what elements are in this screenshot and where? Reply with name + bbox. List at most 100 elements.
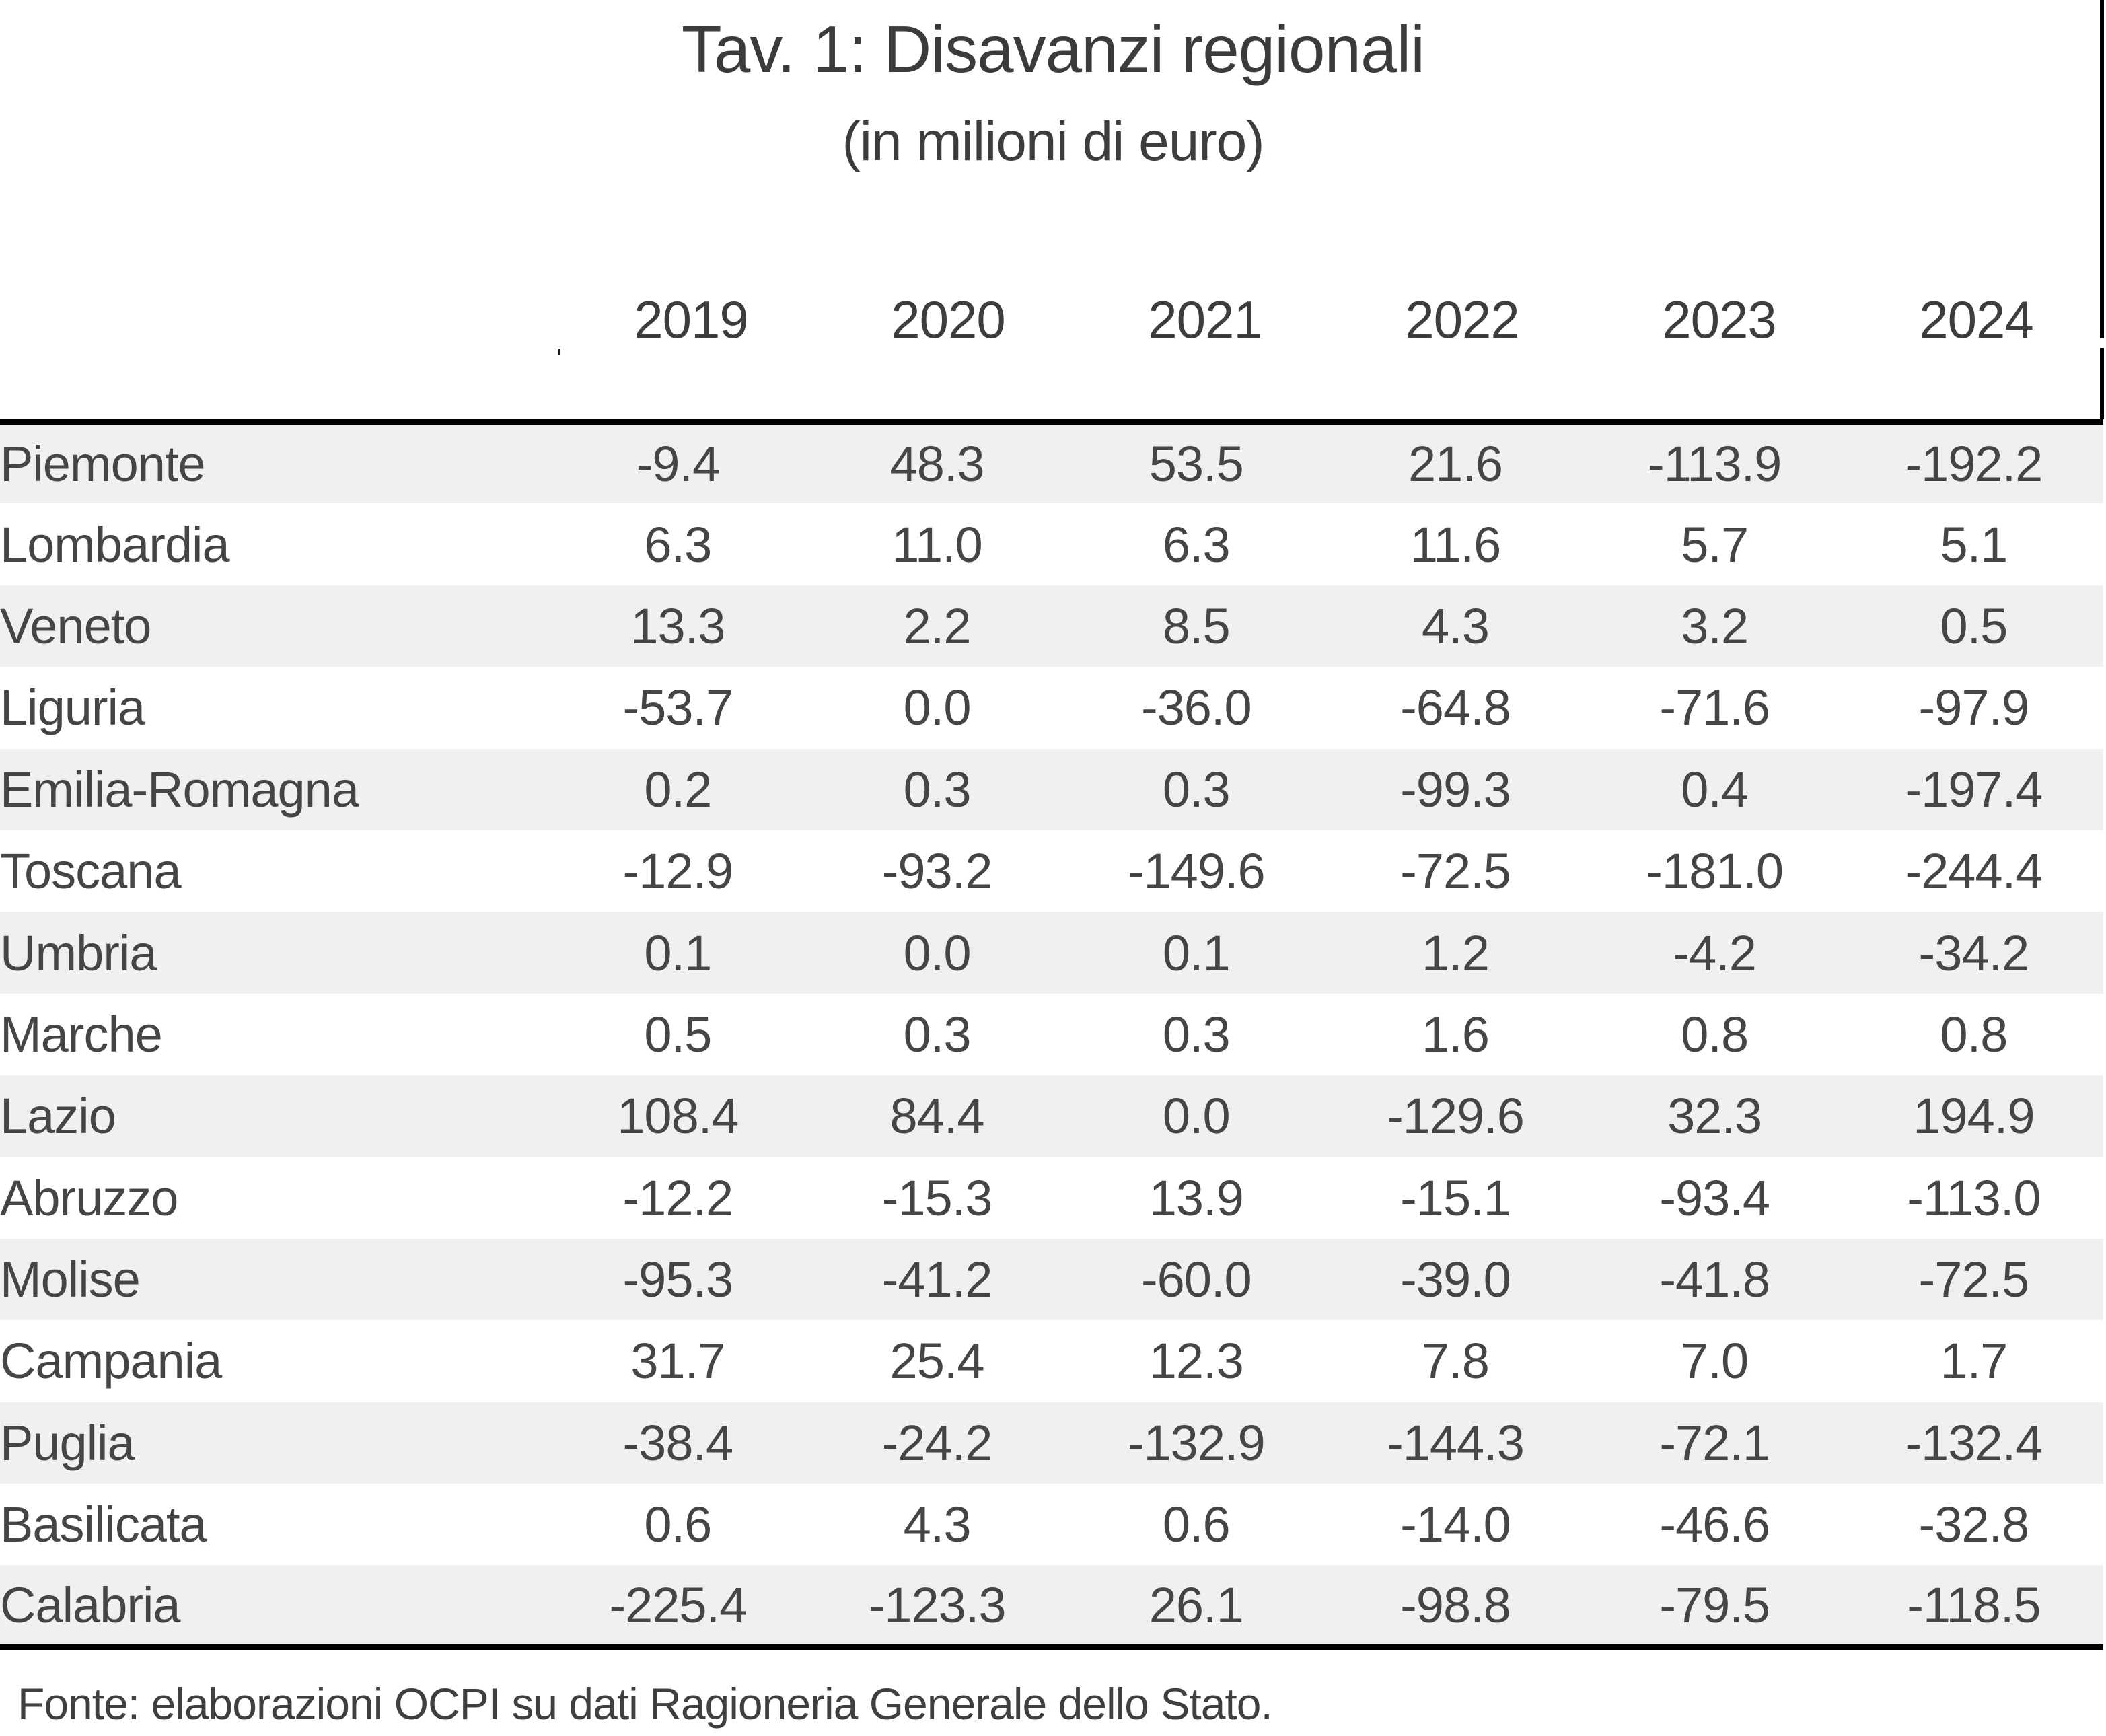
region-name: Liguria xyxy=(0,680,145,736)
table-row: Abruzzo -12.2 -15.3 13.9 -15.1 -93.4 -113.0 xyxy=(0,1157,2103,1239)
value-cell: -60.0 xyxy=(1140,1252,1252,1308)
value-cell: -93.4 xyxy=(1659,1169,1770,1226)
region-name: Abruzzo xyxy=(0,1169,178,1226)
value-cell: 13.9 xyxy=(1149,1169,1244,1226)
region-column-spacer xyxy=(0,293,562,346)
table-row: Piemonte -9.4 48.3 53.5 21.6 -113.9 -192.2 xyxy=(0,422,2103,504)
value-cell: -244.4 xyxy=(1905,843,2043,900)
value-cell: 5.1 xyxy=(1940,516,2008,573)
right-edge-crop-line-bottom xyxy=(2100,348,2104,419)
region-name: Molise xyxy=(0,1252,141,1308)
value-cell: 0.3 xyxy=(903,1006,972,1062)
value-cell: 7.0 xyxy=(1681,1333,1749,1389)
value-cell: -71.6 xyxy=(1659,680,1770,736)
value-cell: -15.3 xyxy=(881,1169,993,1226)
table-body: Piemonte -9.4 48.3 53.5 21.6 -113.9 -192.2 Lomb… xyxy=(0,422,2103,1647)
year-column-header: 2021 xyxy=(1148,290,1263,349)
value-cell: 1.6 xyxy=(1422,1006,1490,1062)
value-cell: 0.4 xyxy=(1681,761,1749,818)
value-cell: -129.6 xyxy=(1387,1088,1525,1145)
year-column-header: 2020 xyxy=(891,290,1006,349)
region-name: Calabria xyxy=(0,1577,181,1633)
region-name: Lazio xyxy=(0,1088,116,1145)
value-cell: -192.2 xyxy=(1905,436,2043,493)
value-cell: -12.2 xyxy=(622,1169,734,1226)
value-cell: 11.6 xyxy=(1410,516,1502,573)
value-cell: -99.3 xyxy=(1400,761,1511,818)
value-cell: 108.4 xyxy=(617,1088,739,1145)
table-row: Marche 0.5 0.3 0.3 1.6 0.8 0.8 xyxy=(0,994,2103,1075)
region-name: Piemonte xyxy=(0,436,206,493)
value-cell: 32.3 xyxy=(1667,1088,1762,1145)
table-row: Basilicata 0.6 4.3 0.6 -14.0 -46.6 -32.8 xyxy=(0,1484,2103,1565)
value-cell: 0.8 xyxy=(1681,1006,1749,1062)
right-edge-crop-line-top xyxy=(2100,0,2104,338)
value-cell: 0.3 xyxy=(903,761,972,818)
value-cell: 0.0 xyxy=(903,925,972,981)
value-cell: -39.0 xyxy=(1400,1252,1511,1308)
value-cell: 12.3 xyxy=(1149,1333,1244,1389)
value-cell: 0.2 xyxy=(644,761,712,818)
table-row: Calabria -225.4 -123.3 26.1 -98.8 -79.5 -118.5 xyxy=(0,1565,2103,1647)
figure-subtitle: (in milioni di euro) xyxy=(842,111,1264,172)
region-name: Veneto xyxy=(0,598,151,654)
region-name: Marche xyxy=(0,1006,163,1062)
value-cell: -123.3 xyxy=(868,1577,1007,1633)
value-cell: 0.6 xyxy=(644,1496,712,1553)
value-cell: 84.4 xyxy=(889,1088,985,1145)
region-name: Basilicata xyxy=(0,1496,207,1553)
value-cell: 4.3 xyxy=(903,1496,972,1553)
value-cell: -41.2 xyxy=(881,1252,993,1308)
table-row: Lazio 108.4 84.4 0.0 -129.6 32.3 194.9 xyxy=(0,1075,2103,1157)
year-column-header: 2024 xyxy=(1919,290,2034,349)
region-name: Emilia-Romagna xyxy=(0,761,359,818)
year-header-row: 2019 2020 2021 2022 2023 2024 xyxy=(0,293,2106,346)
table-row: Lombardia 6.3 11.0 6.3 11.6 5.7 5.1 xyxy=(0,503,2103,585)
table-row: Molise -95.3 -41.2 -60.0 -39.0 -41.8 -72.5 xyxy=(0,1238,2103,1321)
value-cell: 0.6 xyxy=(1162,1496,1231,1553)
value-cell: -72.5 xyxy=(1918,1252,2030,1308)
value-cell: -225.4 xyxy=(609,1577,747,1633)
figure-title: Tav. 1: Disavanzi regionali xyxy=(681,12,1425,86)
value-cell: -32.8 xyxy=(1918,1496,2030,1553)
value-cell: 1.2 xyxy=(1422,925,1490,981)
value-cell: 8.5 xyxy=(1162,598,1231,654)
table-row: Puglia -38.4 -24.2 -132.9 -144.3 -72.1 -132.4 xyxy=(0,1402,2103,1484)
value-cell: -181.0 xyxy=(1646,843,1784,900)
value-cell: -95.3 xyxy=(622,1252,734,1308)
year-column-header: 2022 xyxy=(1405,290,1520,349)
region-name: Toscana xyxy=(0,843,182,900)
value-cell: 0.8 xyxy=(1940,1006,2008,1062)
value-cell: -41.8 xyxy=(1659,1252,1770,1308)
value-cell: 31.7 xyxy=(630,1333,725,1389)
value-cell: 3.2 xyxy=(1681,598,1749,654)
value-cell: 11.0 xyxy=(892,516,983,573)
value-cell: 0.1 xyxy=(1162,925,1231,981)
value-cell: -36.0 xyxy=(1140,680,1252,736)
value-cell: 0.0 xyxy=(903,680,972,736)
value-cell: 4.3 xyxy=(1422,598,1490,654)
value-cell: -98.8 xyxy=(1400,1577,1511,1633)
value-cell: -79.5 xyxy=(1659,1577,1770,1633)
value-cell: -149.6 xyxy=(1127,843,1266,900)
value-cell: -113.9 xyxy=(1648,436,1782,493)
value-cell: 6.3 xyxy=(644,516,712,573)
value-cell: -132.4 xyxy=(1905,1414,2043,1471)
table-row: Campania 31.7 25.4 12.3 7.8 7.0 1.7 xyxy=(0,1320,2103,1402)
table-row: Toscana -12.9 -93.2 -149.6 -72.5 -181.0 -244.4 xyxy=(0,830,2103,912)
value-cell: 7.8 xyxy=(1422,1333,1490,1389)
value-cell: 5.7 xyxy=(1681,516,1749,573)
value-cell: -113.0 xyxy=(1907,1169,2041,1226)
value-cell: -118.5 xyxy=(1907,1577,2041,1633)
value-cell: -12.9 xyxy=(622,843,734,900)
year-column-header: 2019 xyxy=(634,290,749,349)
table-row: Emilia-Romagna 0.2 0.3 0.3 -99.3 0.4 -197.4 xyxy=(0,748,2103,830)
value-cell: 0.3 xyxy=(1162,1006,1231,1062)
value-cell: 6.3 xyxy=(1162,516,1231,573)
table-row: Umbria 0.1 0.0 0.1 1.2 -4.2 -34.2 xyxy=(0,912,2103,994)
value-cell: 26.1 xyxy=(1149,1577,1244,1633)
value-cell: 0.5 xyxy=(644,1006,712,1062)
value-cell: -34.2 xyxy=(1918,925,2030,981)
value-cell: -93.2 xyxy=(881,843,993,900)
